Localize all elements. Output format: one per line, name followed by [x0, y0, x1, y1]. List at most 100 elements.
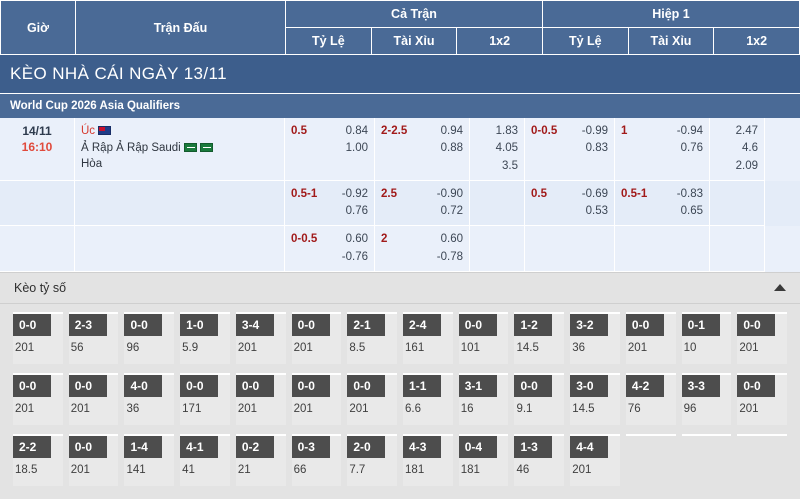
handicap-line[interactable]: 0-0.5	[531, 125, 558, 137]
correct-score-cell[interactable]: 0-0 201	[289, 311, 345, 364]
half-1x2-cell[interactable]	[710, 180, 765, 227]
score-badge[interactable]: 0-0	[235, 374, 274, 397]
score-badge[interactable]: 3-1	[458, 374, 497, 397]
score-odd[interactable]: 21	[237, 463, 251, 476]
correct-score-tile[interactable]: 1-1 6.6	[403, 372, 453, 425]
correct-score-tile[interactable]: 4-2 76	[625, 372, 676, 425]
correct-score-tile[interactable]: 1-2 14.5	[514, 311, 565, 364]
score-badge[interactable]: 1-4	[124, 435, 163, 458]
correct-score-cell[interactable]: 0-0 201	[344, 372, 400, 425]
correct-score-cell[interactable]: 0-0 201	[734, 372, 790, 425]
odds-value[interactable]: 4.6	[742, 142, 758, 155]
score-badge[interactable]: 0-0	[13, 313, 51, 336]
correct-score-tile[interactable]: 0-0 201	[347, 372, 398, 425]
correct-score-tile[interactable]: 0-2 21	[235, 433, 286, 486]
score-badge[interactable]: 0-0	[737, 374, 776, 397]
correct-score-tile[interactable]: 3-0 14.5	[570, 372, 620, 425]
full-1x2-cell[interactable]: 1.83 4.05 3.5	[470, 118, 525, 181]
odds-value[interactable]: 0.84	[345, 125, 368, 137]
correct-score-cell[interactable]: 2-1 8.5	[344, 311, 400, 364]
handicap-line[interactable]: 0.5	[291, 125, 307, 137]
correct-score-tile[interactable]: 4-4 201	[570, 433, 620, 486]
correct-score-cell[interactable]: 0-0 201	[623, 311, 679, 364]
score-badge[interactable]: 0-0	[13, 374, 51, 397]
correct-score-cell[interactable]: 4-4 201	[567, 433, 623, 486]
odds-value[interactable]: 0.88	[440, 142, 463, 155]
correct-score-tile[interactable]: 2-2 18.5	[13, 433, 63, 486]
score-odd[interactable]: 161	[405, 341, 425, 354]
correct-score-tile[interactable]: 2-0 7.7	[347, 433, 398, 486]
half-overunder-cell[interactable]: 0.5-1 -0.83 0.65	[615, 180, 710, 227]
correct-score-cell[interactable]: 0-0 201	[734, 311, 790, 364]
score-badge[interactable]: 0-0	[625, 313, 664, 336]
full-1x2-cell[interactable]	[470, 180, 525, 227]
score-odd[interactable]: 7.7	[349, 463, 366, 476]
odds-value[interactable]: -0.83	[676, 187, 703, 200]
correct-score-tile[interactable]: 3-4 201	[235, 311, 286, 364]
correct-score-tile[interactable]: 4-3 181	[403, 433, 453, 486]
score-badge[interactable]: 3-0	[570, 374, 609, 397]
correct-score-tile[interactable]: 0-0 9.1	[514, 372, 565, 425]
half-1x2-cell[interactable]: 2.47 4.6 2.09	[710, 118, 765, 181]
handicap-line[interactable]: 2.5	[381, 187, 397, 200]
home-team[interactable]: Úc	[81, 123, 278, 140]
score-odd[interactable]: 201	[627, 341, 648, 354]
full-handicap-cell[interactable]: 0-0.5 0.60 -0.76	[285, 226, 375, 272]
score-badge[interactable]: 4-0	[124, 374, 163, 397]
half-handicap-cell[interactable]: 0-0.5 -0.99 0.83	[525, 118, 615, 181]
correct-score-cell[interactable]: 0-0 201	[66, 372, 122, 425]
full-overunder-cell[interactable]: 2.5 -0.90 0.72	[375, 180, 470, 227]
score-odd[interactable]: 14.5	[516, 341, 539, 354]
correct-score-cell[interactable]: 4-1 41	[177, 433, 233, 486]
correct-score-cell[interactable]: 3-1 16	[456, 372, 512, 425]
score-odd[interactable]: 14.5	[572, 402, 595, 415]
score-odd[interactable]: 201	[293, 402, 313, 415]
score-badge[interactable]: 0-4	[458, 435, 497, 458]
correct-score-cell[interactable]: 0-0 201	[10, 372, 66, 425]
score-odd[interactable]: 66	[293, 463, 307, 476]
odds-value[interactable]: 0.76	[680, 142, 703, 155]
correct-score-cell[interactable]: 0-0 201	[233, 372, 289, 425]
score-badge[interactable]: 0-0	[514, 374, 553, 397]
correct-score-cell[interactable]: 1-3 46	[511, 433, 567, 486]
score-badge[interactable]: 3-3	[681, 374, 720, 397]
correct-score-cell[interactable]: 0-0 201	[10, 311, 66, 364]
score-badge[interactable]: 2-2	[13, 435, 51, 458]
score-badge[interactable]: 0-0	[291, 313, 330, 336]
score-odd[interactable]: 201	[237, 341, 258, 354]
score-badge[interactable]: 0-3	[291, 435, 330, 458]
score-badge[interactable]: 2-4	[403, 313, 442, 336]
match-teams-cell[interactable]: Úc Ả Rập Ả Rập Saudi Hòa	[75, 118, 285, 181]
correct-score-tile[interactable]: 0-0 201	[13, 311, 63, 364]
correct-score-cell[interactable]: 4-3 181	[400, 433, 456, 486]
correct-score-cell[interactable]: 3-4 201	[233, 311, 289, 364]
score-badge[interactable]: 0-0	[124, 313, 163, 336]
correct-score-tile[interactable]: 3-3 96	[681, 372, 732, 425]
correct-score-tile[interactable]: 0-0 201	[13, 372, 63, 425]
odds-value[interactable]: 2.09	[735, 159, 758, 172]
score-badge[interactable]: 1-2	[514, 313, 553, 336]
score-badge[interactable]: 0-0	[68, 435, 107, 458]
score-odd[interactable]: 36	[572, 341, 585, 354]
odds-value[interactable]: -0.69	[581, 187, 608, 200]
score-badge[interactable]: 1-0	[180, 313, 219, 336]
score-badge[interactable]: 3-4	[235, 313, 274, 336]
correct-score-cell[interactable]: 4-2 76	[623, 372, 679, 425]
score-odd[interactable]: 16	[460, 402, 474, 415]
handicap-line[interactable]: 1	[621, 125, 628, 137]
half-overunder-cell[interactable]	[615, 226, 710, 272]
score-odd[interactable]: 46	[516, 463, 530, 476]
correct-score-cell[interactable]: 0-0 101	[456, 311, 512, 364]
correct-score-tile[interactable]: 4-1 41	[180, 433, 230, 486]
odds-value[interactable]: 0.72	[440, 205, 463, 217]
half-handicap-cell[interactable]: 0.5 -0.69 0.53	[525, 180, 615, 227]
score-odd[interactable]: 201	[739, 402, 759, 415]
score-badge[interactable]: 4-1	[180, 435, 219, 458]
correct-score-tile[interactable]: 0-0 201	[737, 311, 788, 364]
score-odd[interactable]: 10	[683, 341, 697, 354]
correct-score-tile[interactable]: 1-3 46	[514, 433, 565, 486]
score-badge[interactable]: 4-2	[625, 374, 664, 397]
correct-score-cell[interactable]: 0-0 96	[121, 311, 177, 364]
correct-score-tile[interactable]: 0-0 201	[68, 433, 119, 486]
correct-score-header[interactable]: Kèo tỷ số	[0, 271, 800, 304]
